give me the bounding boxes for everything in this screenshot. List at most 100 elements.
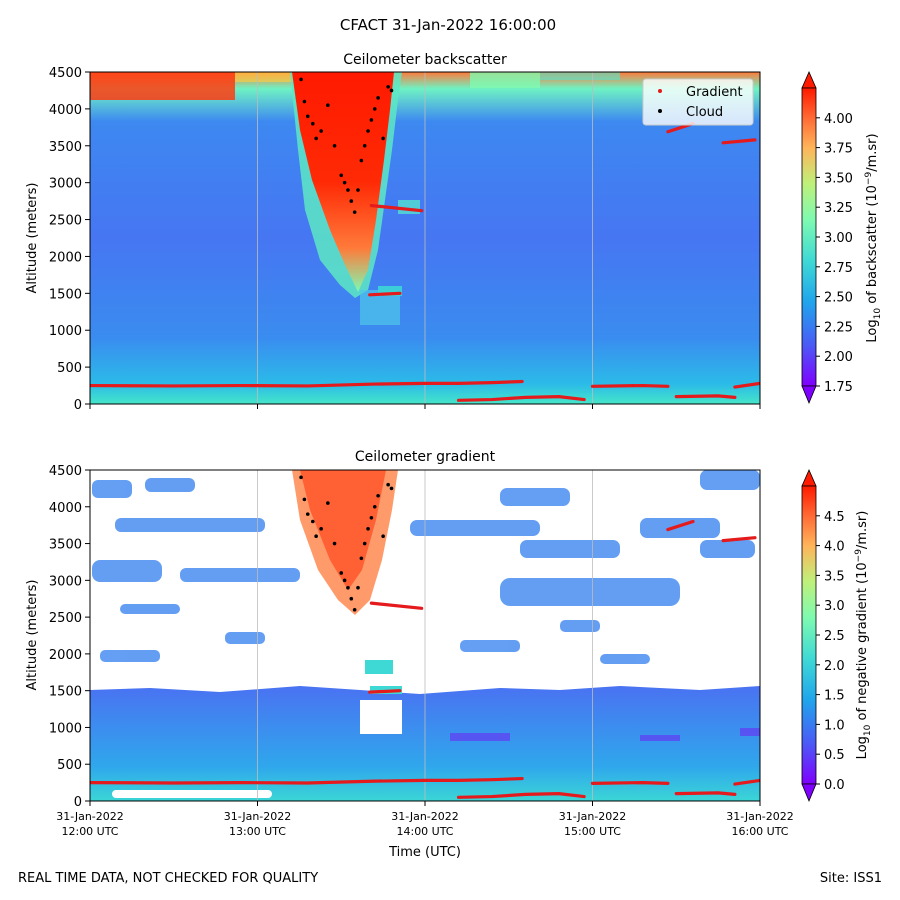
gradient-layer-0 bbox=[90, 379, 524, 388]
cloud-point bbox=[376, 96, 380, 100]
y-tick-label: 3000 bbox=[49, 574, 82, 589]
cloud-point bbox=[356, 585, 360, 590]
cloud-point bbox=[369, 118, 374, 122]
colorbar-tick-label: 3.0 bbox=[824, 599, 845, 614]
y-tick-label: 4500 bbox=[49, 464, 82, 479]
cloud-point bbox=[376, 493, 380, 498]
cloud-point bbox=[342, 180, 347, 185]
cloud-point bbox=[362, 143, 367, 148]
backscatter-layers bbox=[90, 77, 760, 402]
colorbar-tick-label: 0.5 bbox=[824, 748, 845, 763]
y-tick-label: 0 bbox=[74, 795, 82, 810]
cloud-point bbox=[349, 596, 354, 601]
gradient-panel: Ceilometer gradient bbox=[25, 449, 873, 860]
y-tick-label: 2500 bbox=[49, 611, 82, 626]
gradient-layer-1 bbox=[456, 792, 586, 799]
x-tick-date: 31-Jan-2022 bbox=[559, 810, 627, 823]
cloud-point bbox=[299, 475, 303, 480]
cloud-point bbox=[352, 210, 357, 214]
cloud-point bbox=[314, 136, 318, 141]
x-tick-time: 12:00 UTC bbox=[61, 825, 118, 838]
gradient-layer-8 bbox=[721, 138, 757, 145]
footer-quality-note: REAL TIME DATA, NOT CHECKED FOR QUALITY bbox=[18, 871, 318, 886]
colorbar-tick-label: 0.0 bbox=[824, 778, 845, 793]
gradient-xlabel: Time (UTC) bbox=[388, 845, 461, 860]
legend-gradient-label: Gradient bbox=[686, 85, 743, 100]
backscatter-grid bbox=[257, 72, 593, 404]
cloud-point bbox=[389, 88, 394, 93]
cloud-point bbox=[342, 578, 347, 583]
gradient-x-ticks: 31-Jan-2022 12:00 UTC 31-Jan-2022 13:00 UTC… bbox=[56, 801, 794, 838]
gradient-layer-2 bbox=[590, 781, 670, 785]
figure-title: CFACT 31-Jan-2022 16:00:00 bbox=[340, 16, 556, 34]
cloud-point bbox=[372, 504, 377, 509]
colorbar-tick-label: 3.50 bbox=[824, 171, 853, 186]
colorbar-tick-label: 1.5 bbox=[824, 689, 845, 704]
cloud-point bbox=[302, 99, 307, 104]
legend-gradient-marker bbox=[658, 89, 662, 93]
cloud-point bbox=[314, 534, 318, 538]
gradient-layer-7 bbox=[666, 519, 695, 532]
y-tick-label: 4000 bbox=[49, 501, 82, 516]
gradient-layer-6 bbox=[368, 291, 402, 297]
backscatter-colorbar: 1.75 2.00 2.25 2.50 2.75 3.00 3.25 3.50 3.75 4.00… bbox=[801, 71, 883, 405]
cloud-point bbox=[326, 103, 330, 107]
legend-cloud-marker bbox=[658, 109, 662, 113]
cloud-point bbox=[381, 534, 385, 538]
cloud-point bbox=[326, 501, 330, 505]
cloud-point bbox=[362, 541, 367, 546]
cloud-point bbox=[346, 585, 350, 590]
cloud-point bbox=[386, 482, 390, 487]
y-tick-label: 1000 bbox=[49, 721, 82, 736]
y-tick-label: 2000 bbox=[49, 648, 82, 663]
legend-cloud-label: Cloud bbox=[686, 105, 723, 120]
cloud-point bbox=[389, 486, 394, 491]
gradient-layer-1 bbox=[456, 395, 586, 402]
gradient-layer-0 bbox=[90, 776, 524, 785]
cloud-point bbox=[319, 129, 323, 133]
x-tick-date: 31-Jan-2022 bbox=[224, 810, 292, 823]
gradient-ylabel: Altitude (meters) bbox=[25, 580, 40, 691]
cloud-point bbox=[346, 188, 350, 192]
cloud-point bbox=[366, 527, 370, 531]
gradient-y-ticks: 0 500 1000 1500 2000 2500 3000 3500 4000 4500 bbox=[49, 464, 90, 810]
cloud-point bbox=[332, 143, 337, 148]
gradient-layer-4 bbox=[733, 381, 760, 389]
x-tick-date: 31-Jan-2022 bbox=[56, 810, 124, 823]
gradient-layer-6 bbox=[368, 689, 402, 694]
gradient-layer-3 bbox=[674, 791, 737, 796]
colorbar-tick-label: 2.0 bbox=[824, 659, 845, 674]
gradient-layer-3 bbox=[674, 394, 737, 399]
cloud-point bbox=[299, 77, 303, 82]
colorbar-tick-label: 2.25 bbox=[824, 320, 853, 335]
colorbar-tick-label: 1.75 bbox=[824, 380, 853, 395]
gradient-layer-5 bbox=[369, 601, 424, 610]
backscatter-colorbar-label: Log10 of backscatter (10−9/m.sr) bbox=[864, 133, 883, 342]
backscatter-panel: Ceilometer backscatter 0 500 1000 1500 2000 2… bbox=[25, 52, 883, 413]
backscatter-y-ticks: 0 500 1000 1500 2000 2500 3000 3500 4000 4500 bbox=[49, 66, 90, 413]
legend: Gradient Cloud bbox=[642, 78, 754, 126]
colorbar-tick-label: 2.50 bbox=[824, 291, 853, 306]
cloud-point bbox=[372, 107, 377, 111]
gradient-title: Ceilometer gradient bbox=[355, 449, 496, 465]
x-tick-date: 31-Jan-2022 bbox=[726, 810, 794, 823]
y-tick-label: 1500 bbox=[49, 685, 82, 700]
colorbar-tick-label: 3.75 bbox=[824, 142, 853, 157]
y-tick-label: 2000 bbox=[49, 250, 82, 265]
cloud-point bbox=[305, 512, 310, 516]
y-tick-label: 3500 bbox=[49, 140, 82, 155]
cloud-point bbox=[359, 556, 364, 561]
gradient-grid bbox=[257, 470, 593, 801]
gradient-layer-4 bbox=[733, 778, 760, 786]
gradient-layer-2 bbox=[590, 383, 670, 388]
cloud-point bbox=[332, 541, 337, 546]
colorbar-tick-label: 2.5 bbox=[824, 629, 845, 644]
colorbar-tick-label: 2.75 bbox=[824, 261, 853, 276]
x-tick-time: 15:00 UTC bbox=[564, 825, 621, 838]
cloud-point bbox=[352, 607, 357, 612]
y-tick-label: 1500 bbox=[49, 287, 82, 302]
cloud-point bbox=[339, 571, 344, 575]
colorbar-tick-label: 3.25 bbox=[824, 201, 853, 216]
colorbar-tick-label: 4.5 bbox=[824, 510, 845, 525]
